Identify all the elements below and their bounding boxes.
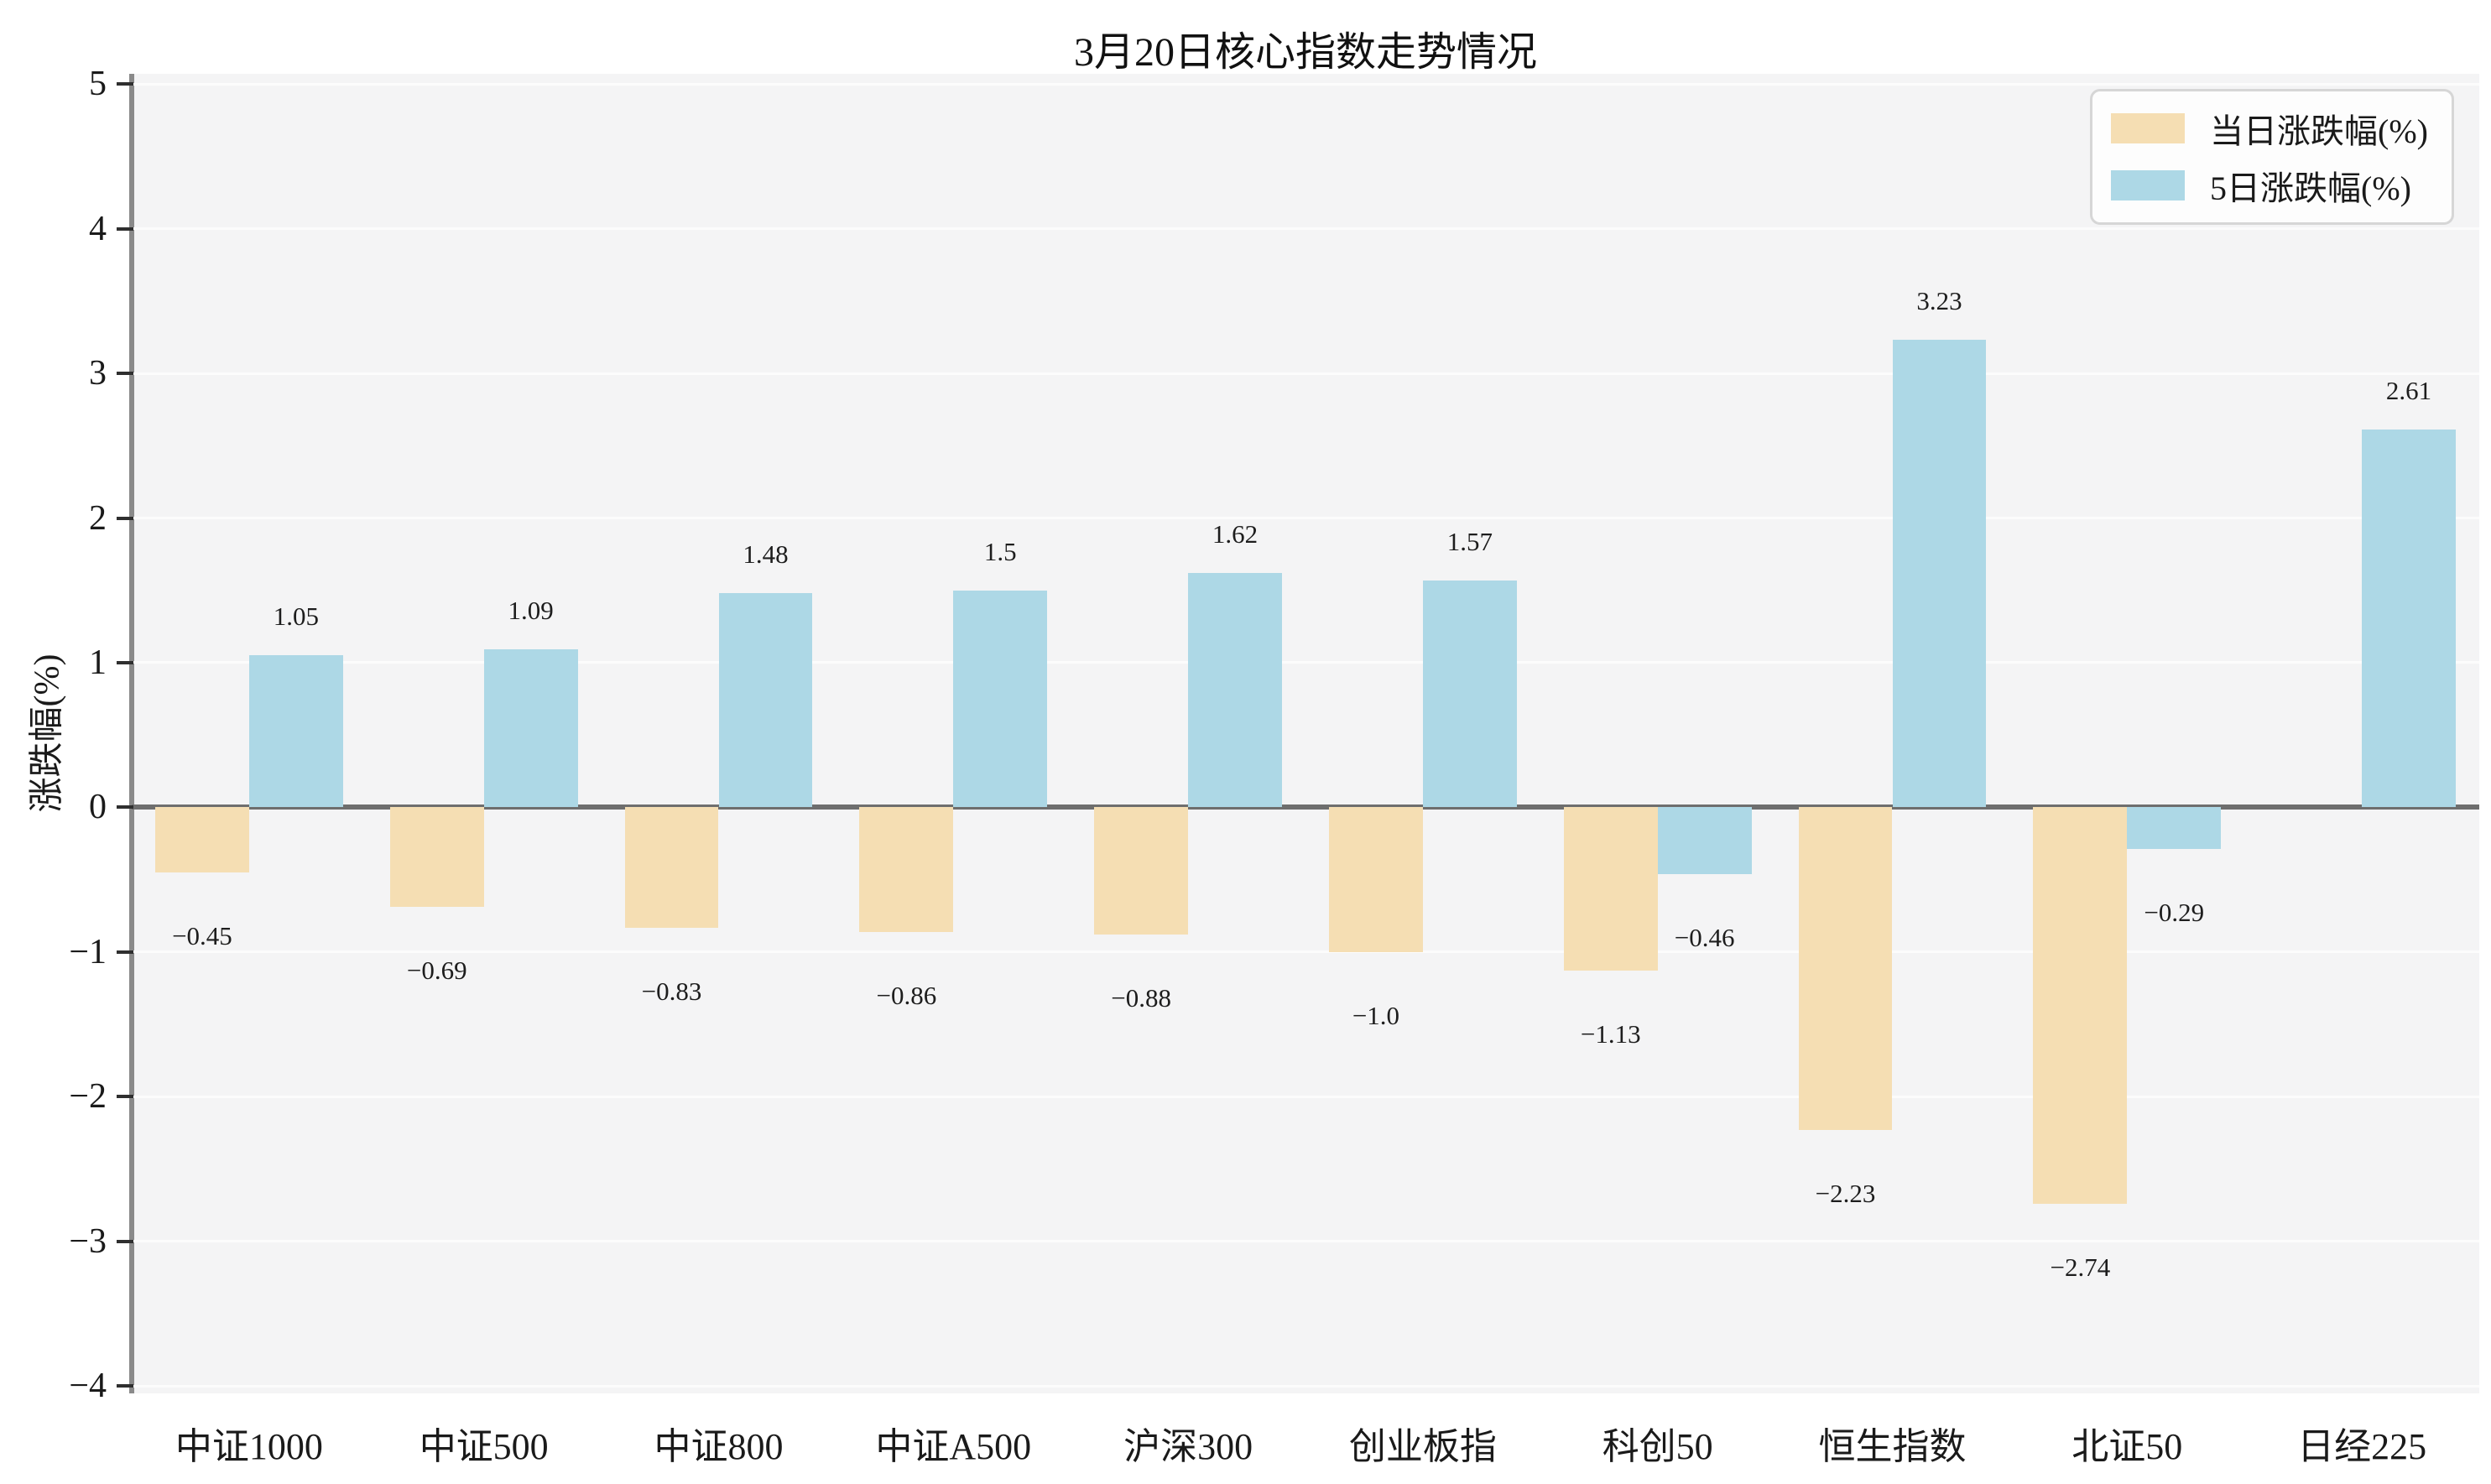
bar-value-label-5日涨跌幅(%)-中证A500: 1.5 (983, 536, 1017, 566)
x-category-label-创业板指: 创业板指 (1348, 1426, 1497, 1467)
legend-item-5day: 5日涨跌幅(%) (2111, 160, 2428, 211)
x-category-label-恒生指数: 恒生指数 (1818, 1426, 1967, 1467)
bar-当日涨跌幅(%)-北证50 (2033, 807, 2128, 1205)
y-tick-mark--3 (117, 1239, 133, 1243)
bar-value-label-当日涨跌幅(%)-科创50: −1.13 (1580, 1019, 1641, 1049)
legend-label-daily: 当日涨跌幅(%) (2210, 112, 2428, 150)
x-category-label-日经225: 日经225 (2297, 1426, 2427, 1467)
bar-当日涨跌幅(%)-创业板指 (1328, 807, 1423, 952)
bar-value-label-5日涨跌幅(%)-中证800: 1.48 (743, 539, 789, 570)
bar-当日涨跌幅(%)-沪深300 (1094, 807, 1189, 935)
bar-5日涨跌幅(%)-中证500 (483, 649, 578, 808)
grid-line-5 (132, 82, 2479, 86)
bar-value-label-当日涨跌幅(%)-中证800: −0.83 (641, 976, 702, 1006)
y-tick-label--3: −3 (69, 1221, 107, 1261)
y-tick-label-3: 3 (89, 354, 107, 393)
bar-value-label-当日涨跌幅(%)-创业板指: −1.0 (1352, 1000, 1400, 1030)
grid-line-4 (132, 227, 2479, 231)
y-tick-mark--4 (117, 1384, 133, 1388)
x-category-label-沪深300: 沪深300 (1123, 1426, 1253, 1467)
y-tick-mark-5 (117, 82, 133, 86)
bar-value-label-5日涨跌幅(%)-日经225: 2.61 (2385, 376, 2432, 406)
bar-5日涨跌幅(%)-北证50 (2127, 807, 2222, 850)
bar-5日涨跌幅(%)-科创50 (1657, 807, 1752, 874)
grid-line--2 (132, 1095, 2479, 1098)
x-category-label-中证1000: 中证1000 (175, 1426, 323, 1467)
y-tick-label--2: −2 (69, 1077, 107, 1117)
bar-5日涨跌幅(%)-中证A500 (953, 590, 1048, 808)
x-category-label-科创50: 科创50 (1602, 1426, 1713, 1467)
bar-value-label-5日涨跌幅(%)-中证1000: 1.05 (273, 601, 319, 632)
bar-当日涨跌幅(%)-中证1000 (154, 807, 249, 873)
y-axis-spine (129, 74, 134, 1393)
x-category-label-中证800: 中证800 (654, 1426, 784, 1467)
grid-line--3 (132, 1240, 2479, 1243)
bar-value-label-当日涨跌幅(%)-中证1000: −0.45 (172, 921, 232, 951)
bar-value-label-当日涨跌幅(%)-中证A500: −0.86 (876, 980, 937, 1010)
y-tick-mark-2 (117, 516, 133, 520)
y-tick-mark-4 (117, 227, 133, 231)
bar-5日涨跌幅(%)-创业板指 (1422, 580, 1517, 808)
y-tick-label-0: 0 (89, 788, 107, 827)
legend: 当日涨跌幅(%) 5日涨跌幅(%) (2090, 89, 2454, 225)
bar-value-label-5日涨跌幅(%)-中证500: 1.09 (508, 596, 554, 626)
plot-area: 当日涨跌幅(%) 5日涨跌幅(%) −0.45 −0.69 −0.83 −0.86 −0… (129, 74, 2479, 1393)
grid-line--1 (132, 950, 2479, 954)
bar-value-label-当日涨跌幅(%)-沪深300: −0.88 (1111, 983, 1171, 1013)
bar-5日涨跌幅(%)-中证800 (718, 593, 813, 808)
bar-当日涨跌幅(%)-科创50 (1563, 807, 1658, 971)
legend-item-daily: 当日涨跌幅(%) (2111, 103, 2428, 154)
y-tick-mark-3 (117, 372, 133, 376)
bar-5日涨跌幅(%)-恒生指数 (1892, 340, 1987, 808)
y-tick-label-1: 1 (89, 643, 107, 682)
bar-value-label-当日涨跌幅(%)-北证50: −2.74 (2050, 1252, 2111, 1283)
chart-title: 3月20日核心指数走势情况 (1073, 30, 1537, 75)
grid-line-1 (132, 661, 2479, 664)
bar-5日涨跌幅(%)-沪深300 (1188, 573, 1282, 808)
y-tick-label-2: 2 (89, 498, 107, 538)
bar-当日涨跌幅(%)-中证A500 (859, 807, 954, 932)
y-tick-mark--1 (117, 950, 133, 954)
grid-line-3 (132, 372, 2479, 375)
bar-value-label-5日涨跌幅(%)-科创50: −0.46 (1674, 922, 1735, 952)
y-tick-label--4: −4 (69, 1367, 107, 1406)
bar-5日涨跌幅(%)-日经225 (2362, 430, 2456, 808)
y-tick-mark-1 (117, 660, 133, 664)
y-tick-label-5: 5 (89, 65, 107, 104)
legend-swatch-5day (2111, 170, 2186, 200)
bar-value-label-当日涨跌幅(%)-恒生指数: −2.23 (1815, 1179, 1876, 1209)
bar-当日涨跌幅(%)-中证800 (624, 807, 719, 928)
grid-line--4 (132, 1384, 2479, 1388)
y-tick-label-4: 4 (89, 209, 107, 248)
x-category-label-北证50: 北证50 (2071, 1426, 2183, 1467)
y-tick-label--1: −1 (69, 932, 107, 971)
bar-当日涨跌幅(%)-中证500 (389, 807, 484, 908)
grid-line-2 (132, 517, 2479, 519)
bar-value-label-5日涨跌幅(%)-恒生指数: 3.23 (1916, 286, 1962, 316)
y-tick-mark-0 (117, 805, 133, 810)
x-category-label-中证500: 中证500 (419, 1426, 549, 1467)
bar-5日涨跌幅(%)-中证1000 (248, 655, 343, 808)
zero-line (132, 804, 2479, 810)
y-tick-mark--2 (117, 1095, 133, 1099)
bar-value-label-5日涨跌幅(%)-创业板指: 1.57 (1446, 526, 1493, 556)
bar-value-label-5日涨跌幅(%)-沪深300: 1.62 (1212, 519, 1259, 549)
x-category-label-中证A500: 中证A500 (875, 1426, 1032, 1467)
bar-value-label-当日涨跌幅(%)-中证500: −0.69 (406, 955, 467, 986)
bar-当日涨跌幅(%)-恒生指数 (1798, 807, 1893, 1131)
legend-label-5day: 5日涨跌幅(%) (2210, 169, 2411, 207)
legend-swatch-daily (2111, 113, 2186, 143)
bar-value-label-5日涨跌幅(%)-北证50: −0.29 (2144, 898, 2205, 928)
